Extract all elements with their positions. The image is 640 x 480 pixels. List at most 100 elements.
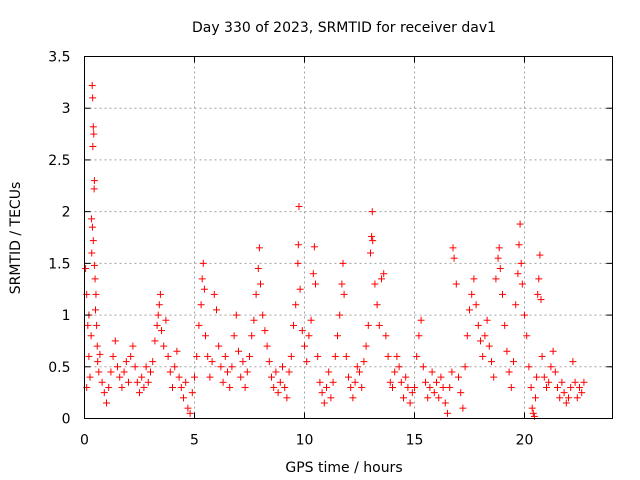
data-point [578,389,586,397]
y-tick-label: 3.5 [48,50,70,66]
data-point [472,301,480,309]
data-point [485,342,493,350]
data-point [114,363,121,371]
data-point [239,358,247,366]
data-point [252,290,260,298]
data-point [290,321,297,329]
data-point [140,383,148,391]
data-points [82,81,588,420]
data-point [318,389,326,397]
data-point [477,337,484,345]
data-point [90,177,98,185]
data-point [91,275,99,283]
data-point [202,332,209,340]
data-point [175,373,183,381]
data-point [380,270,388,278]
data-point [171,363,179,371]
data-point [298,327,306,335]
data-point [329,378,337,386]
data-point [547,363,555,371]
data-point [215,342,223,350]
data-point [499,290,506,298]
data-point [494,254,502,262]
data-point [569,358,577,366]
data-point [441,399,449,407]
data-point [259,311,267,319]
data-point [411,383,418,391]
data-point [312,280,319,288]
data-point [404,383,412,391]
data-point [535,275,543,283]
data-point [166,368,174,376]
data-point [158,327,165,335]
data-point [122,358,130,366]
data-point [362,342,370,350]
data-point [250,316,258,324]
data-point [109,352,117,360]
data-point [254,265,262,273]
data-point [368,232,376,240]
data-point [105,383,113,391]
data-point [263,342,271,350]
data-point [444,409,451,417]
data-point [133,378,141,386]
data-point [580,378,588,386]
data-point [199,259,207,267]
data-point [364,321,372,329]
data-point [466,306,473,314]
data-point [345,373,352,381]
x-tick-label: 5 [190,433,199,449]
data-point [84,321,92,329]
data-point [367,249,374,257]
data-point [261,327,269,335]
data-point [90,261,98,269]
data-point [368,208,376,216]
data-point [116,373,124,381]
data-point [450,254,458,262]
data-point [408,389,416,397]
data-point [88,249,96,257]
data-point [257,280,264,288]
data-point [85,352,93,360]
data-point [228,363,236,371]
data-point [523,332,531,340]
data-point [540,373,548,381]
data-point [495,244,503,252]
data-point [567,383,575,391]
data-point [514,270,522,278]
data-point [371,280,379,288]
data-point [459,404,467,412]
data-point [197,301,205,309]
data-point [200,285,208,293]
data-point [232,311,240,319]
data-point [358,383,366,391]
y-tick-label: 2.5 [48,153,70,169]
data-point [285,368,293,376]
data-point [549,347,557,355]
data-point [521,311,528,319]
data-point [449,244,457,252]
x-tick-label: 0 [80,433,89,449]
data-point [127,352,135,360]
data-point [339,259,347,267]
data-point [534,290,542,298]
data-point [303,358,311,366]
data-point [463,332,471,340]
data-point [393,352,401,360]
data-point [93,321,101,329]
data-point [169,383,176,391]
data-point [347,383,355,391]
data-point [316,378,324,386]
data-point [320,399,328,407]
data-point [554,383,561,391]
data-point [505,368,513,376]
data-point [305,332,313,340]
y-tick-label: 0 [62,412,71,428]
data-point [186,409,194,417]
data-point [536,251,544,259]
data-point [439,383,447,391]
data-point [89,94,97,102]
data-point [391,368,399,376]
data-point [349,394,357,402]
